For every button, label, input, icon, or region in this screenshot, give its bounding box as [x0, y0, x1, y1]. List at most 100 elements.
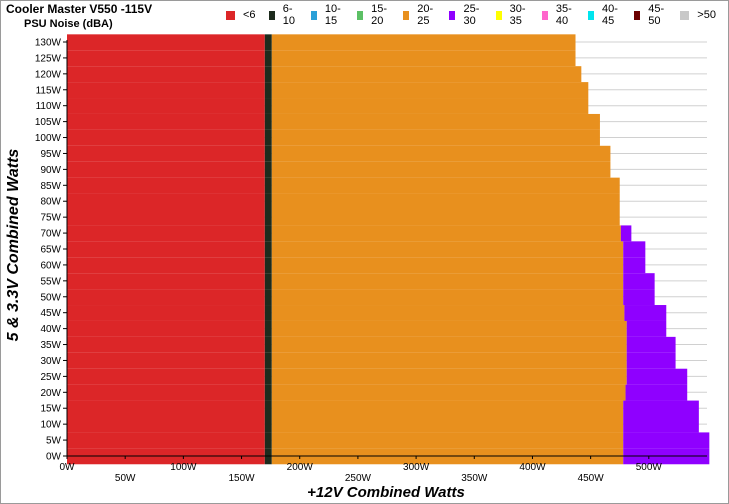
- band-20-25: [271, 145, 611, 162]
- band-20-25: [271, 320, 627, 337]
- legend-item: >50: [680, 9, 716, 21]
- band-lt6: [67, 50, 265, 67]
- legend-item: 40-45: [587, 3, 621, 27]
- band-20-25: [271, 98, 589, 114]
- band-25-30: [623, 400, 699, 417]
- band-lt6: [67, 384, 265, 401]
- band-lt6: [67, 34, 265, 51]
- band-6-10: [264, 225, 272, 242]
- legend-label: >50: [697, 9, 716, 21]
- band-25-30: [626, 320, 667, 337]
- y-tick-label: 35W: [40, 340, 61, 351]
- band-lt6: [67, 98, 265, 114]
- legend-label: 20-25: [417, 3, 434, 27]
- band-20-25: [271, 161, 611, 178]
- legend-item: 10-15: [310, 3, 344, 27]
- y-tick-label: 45W: [40, 308, 61, 319]
- legend-item: 25-30: [449, 3, 482, 27]
- band-lt6: [67, 400, 265, 417]
- band-6-10: [264, 273, 272, 290]
- y-tick-label: 95W: [40, 149, 61, 160]
- legend-swatch: [356, 10, 364, 20]
- y-tick-label: 75W: [40, 213, 61, 224]
- chart-subtitle: PSU Noise (dBA): [24, 18, 113, 30]
- band-6-10: [264, 129, 272, 146]
- band-20-25: [271, 225, 621, 242]
- band-6-10: [264, 289, 272, 306]
- band-25-30: [623, 416, 699, 433]
- band-20-25: [271, 241, 624, 258]
- legend-item: 6-10: [268, 3, 298, 27]
- band-6-10: [264, 145, 272, 162]
- band-6-10: [264, 432, 272, 449]
- band-lt6: [67, 177, 265, 194]
- x-tick-label: 350W: [461, 473, 488, 484]
- band-lt6: [67, 416, 265, 433]
- y-tick-label: 110W: [36, 101, 62, 112]
- x-axis-label: +12V Combined Watts: [307, 484, 465, 501]
- band-25-30: [625, 384, 688, 401]
- band-lt6: [67, 273, 265, 290]
- legend-label: 10-15: [324, 3, 341, 27]
- band-6-10: [264, 98, 272, 114]
- legend-swatch: [268, 10, 275, 20]
- x-tick-label: 100W: [170, 462, 197, 473]
- band-25-30: [623, 289, 655, 306]
- y-tick-label: 120W: [35, 69, 62, 80]
- band-6-10: [264, 416, 272, 433]
- band-20-25: [271, 113, 600, 130]
- band-6-10: [264, 66, 272, 83]
- band-lt6: [67, 432, 265, 449]
- band-6-10: [264, 368, 272, 385]
- band-lt6: [67, 145, 265, 162]
- band-lt6: [67, 352, 265, 369]
- y-tick-label: 70W: [40, 229, 61, 240]
- legend-swatch: [495, 10, 502, 20]
- legend-swatch: [634, 10, 641, 20]
- band-20-25: [271, 368, 627, 385]
- y-tick-label: 65W: [40, 245, 61, 256]
- x-tick-label: 500W: [636, 462, 663, 473]
- band-lt6: [67, 289, 265, 306]
- legend-swatch: [310, 10, 317, 20]
- legend-label: <6: [243, 9, 256, 21]
- y-tick-label: 15W: [40, 404, 61, 415]
- band-6-10: [264, 257, 272, 274]
- band-6-10: [264, 305, 272, 321]
- band-6-10: [264, 193, 272, 210]
- legend-label: 25-30: [463, 3, 480, 27]
- band-25-30: [623, 241, 646, 258]
- y-tick-label: 20W: [40, 388, 61, 399]
- x-tick-label: 400W: [519, 462, 546, 473]
- band-6-10: [264, 50, 272, 67]
- band-6-10: [264, 34, 272, 51]
- band-20-25: [271, 273, 624, 290]
- y-tick-label: 105W: [35, 117, 62, 128]
- y-tick-label: 5W: [46, 436, 62, 447]
- legend-item: 20-25: [403, 3, 436, 27]
- legend-swatch: [226, 10, 235, 20]
- x-tick-label: 450W: [578, 473, 605, 484]
- legend-item: 45-50: [634, 3, 667, 27]
- y-tick-label: 130W: [35, 38, 62, 49]
- legend-label: 35-40: [555, 3, 572, 27]
- band-25-30: [624, 305, 667, 321]
- y-tick-label: 115W: [36, 85, 62, 96]
- band-20-25: [271, 289, 624, 306]
- band-20-25: [271, 305, 625, 321]
- band-20-25: [271, 432, 624, 449]
- band-6-10: [264, 400, 272, 417]
- y-tick-label: 50W: [40, 292, 61, 303]
- x-tick-label: 0W: [60, 462, 76, 473]
- band-25-30: [626, 352, 676, 369]
- legend-swatch: [403, 10, 410, 20]
- chart-title: Cooler Master V550 -115V: [6, 2, 153, 16]
- legend-item: 30-35: [495, 3, 529, 27]
- band-lt6: [67, 241, 265, 258]
- y-tick-label: 80W: [40, 197, 61, 208]
- band-25-30: [626, 336, 676, 353]
- legend-swatch: [541, 10, 548, 20]
- legend-swatch: [587, 10, 595, 20]
- band-lt6: [67, 320, 265, 337]
